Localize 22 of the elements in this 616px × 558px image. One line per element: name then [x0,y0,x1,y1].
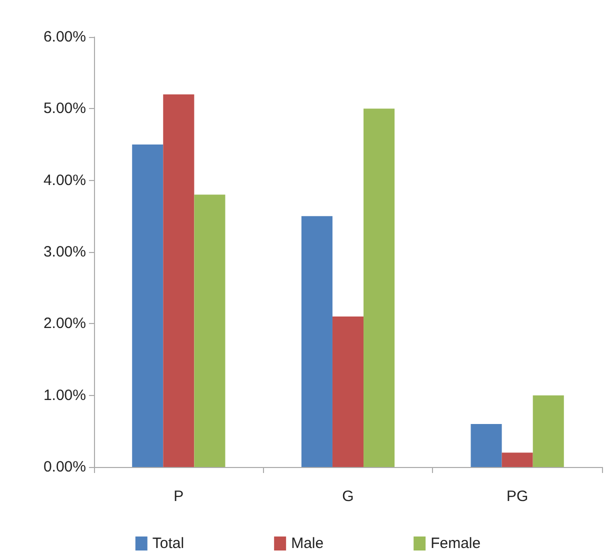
bar [301,216,332,467]
y-tick-label: 4.00% [43,172,86,189]
bar [163,94,194,467]
bar [364,108,395,467]
legend-label: Total [152,535,184,552]
x-tick-label: P [174,488,184,505]
bar [132,144,164,467]
y-tick-label: 5.00% [43,100,86,118]
y-tick-label: 0.00% [43,458,86,476]
x-tick-label: PG [506,488,528,505]
y-tick-label: 2.00% [43,315,86,332]
bar [470,424,502,467]
y-tick-label: 3.00% [43,244,86,260]
bar [502,452,533,467]
legend-label: Male [291,535,324,552]
y-tick-label: 6.00% [43,28,86,46]
bar [332,316,364,467]
bar [532,395,564,467]
y-tick-label: 1.00% [43,386,86,404]
legend-label: Female [430,535,481,552]
x-tick-label: G [342,488,354,505]
bar [194,194,226,467]
